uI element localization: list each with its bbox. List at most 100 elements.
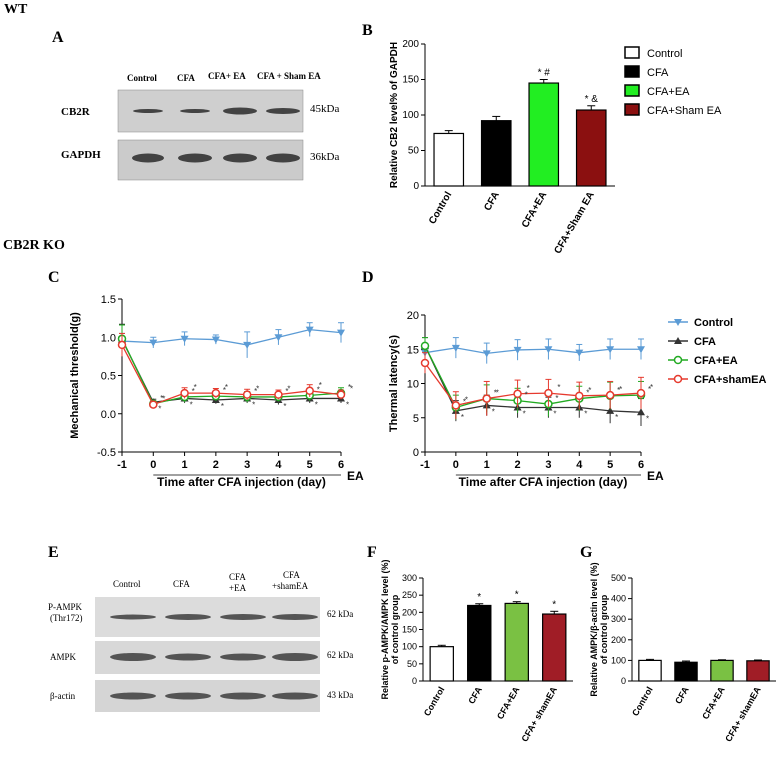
chart-b: 0 50 100 150 200 Control CFA * # CFA+EA * & CFA+Sh… [389, 39, 615, 256]
y-tick-label: 1.5 [101, 294, 116, 306]
x-tick-label: CFA+Sham EA [552, 190, 596, 256]
y-tick-label: 100 [611, 655, 626, 665]
blot-band [266, 153, 300, 163]
y-tick-label: 20 [407, 310, 419, 322]
data-point [243, 341, 252, 349]
chart-f: 0 50 100 150 200 250 300 Control * CFA * CFA+EA * CFA… [380, 559, 573, 744]
y-tick-label: 400 [611, 594, 626, 604]
x-tick-label: 4 [576, 459, 583, 471]
significance-marker: * [527, 384, 530, 393]
legend-swatch [624, 103, 640, 116]
blot-e-lane-label: CFA [283, 570, 300, 580]
panel-label-a: A [52, 29, 64, 46]
data-point [637, 408, 645, 416]
series-line [424, 345, 642, 413]
significance-marker: * # [538, 68, 551, 79]
significance-marker: * [461, 413, 464, 422]
y-tick-label: 0.5 [101, 371, 116, 383]
chart-c: -0.5 0.0 0.5 1.0 1.5 -1 0 1 2 3 4 5 6EA Time after CF… [69, 294, 364, 489]
significance-marker: * [317, 385, 320, 394]
x-tick-label: Control [427, 190, 454, 226]
blot-band [178, 153, 212, 163]
series-line [424, 345, 642, 409]
significance-marker: * [465, 395, 468, 404]
data-point [420, 358, 430, 368]
legend-c-d: Control CFA CFA+EA CFA+shamEA [668, 317, 766, 386]
data-point [575, 391, 584, 401]
significance-marker: * [285, 387, 288, 396]
y-tick-label: 50 [407, 659, 417, 669]
legend-swatch [624, 46, 640, 59]
series-line [121, 328, 342, 346]
blot-band [165, 653, 211, 661]
panel-label-e: E [48, 544, 59, 561]
legend-label: CFA [647, 67, 669, 79]
y-tick-label: 0.0 [101, 409, 116, 421]
data-point [544, 346, 553, 354]
data-point [482, 394, 491, 403]
blot-a-row-label: GAPDH [61, 149, 101, 161]
blot-a-size-label: 45kDa [310, 103, 339, 115]
x-tick-label: Control [422, 685, 447, 718]
y-tick-label: 300 [402, 573, 417, 583]
legend-label: Control [647, 48, 682, 60]
x-tick-label: CFA [466, 685, 484, 706]
x-tick-label: CFA+ shamEA [723, 685, 763, 744]
significance-marker: * [588, 386, 591, 395]
blot-band [220, 653, 266, 661]
x-tick-label: CFA+EA [700, 685, 727, 721]
y-tick-label: 10 [407, 379, 419, 391]
significance-marker: * [192, 387, 195, 396]
significance-marker: * [553, 409, 556, 418]
blot-band [266, 108, 300, 114]
bar [575, 109, 607, 187]
x-tick-label: CFA [673, 685, 691, 706]
blot-e-lane-label: +EA [229, 583, 247, 593]
data-point [305, 326, 314, 334]
x-tick-label: CFA+ shamEA [519, 685, 559, 744]
y-tick-label: 100 [402, 110, 419, 121]
bar [710, 659, 734, 682]
y-tick-label: 0 [413, 181, 419, 192]
wt-label: WT [4, 2, 28, 17]
data-point [274, 390, 283, 399]
blot-band [165, 692, 211, 700]
x-tick-label: 3 [545, 459, 551, 471]
data-point [451, 344, 460, 352]
blot-e-row-label: AMPK [50, 652, 77, 662]
bar [467, 604, 492, 682]
x-tick-label: 4 [275, 459, 282, 471]
legend-marker [674, 337, 682, 344]
data-point [180, 335, 189, 343]
y-axis-label: Mechanical threshold(g) [69, 312, 81, 439]
y-axis-label: of control group [390, 594, 400, 664]
significance-marker: * [586, 389, 589, 398]
x-tick-label: Control [630, 685, 655, 718]
data-point [211, 388, 221, 398]
blot-band [110, 692, 156, 700]
significance-marker: * [523, 409, 526, 418]
significance-marker: * [194, 383, 197, 392]
blot-band [110, 614, 156, 620]
significance-marker: * [319, 381, 322, 390]
panel-label-c: C [48, 269, 60, 286]
data-point [636, 388, 646, 398]
blot-band [272, 614, 318, 620]
data-point [637, 346, 645, 354]
data-point [606, 346, 615, 354]
x-tick-label: 0 [453, 459, 459, 471]
y-tick-label: 5 [413, 413, 419, 425]
y-tick-label: 300 [611, 614, 626, 624]
significance-marker: * [225, 383, 228, 392]
significance-marker: * [348, 383, 351, 392]
data-point [336, 390, 346, 399]
x-tick-label: 5 [607, 459, 613, 471]
significance-marker: * [287, 385, 290, 394]
legend-marker [673, 374, 683, 384]
data-point [149, 339, 158, 347]
blot-e-row-label: P-AMPK [48, 602, 83, 612]
legend-label: Control [694, 317, 733, 329]
